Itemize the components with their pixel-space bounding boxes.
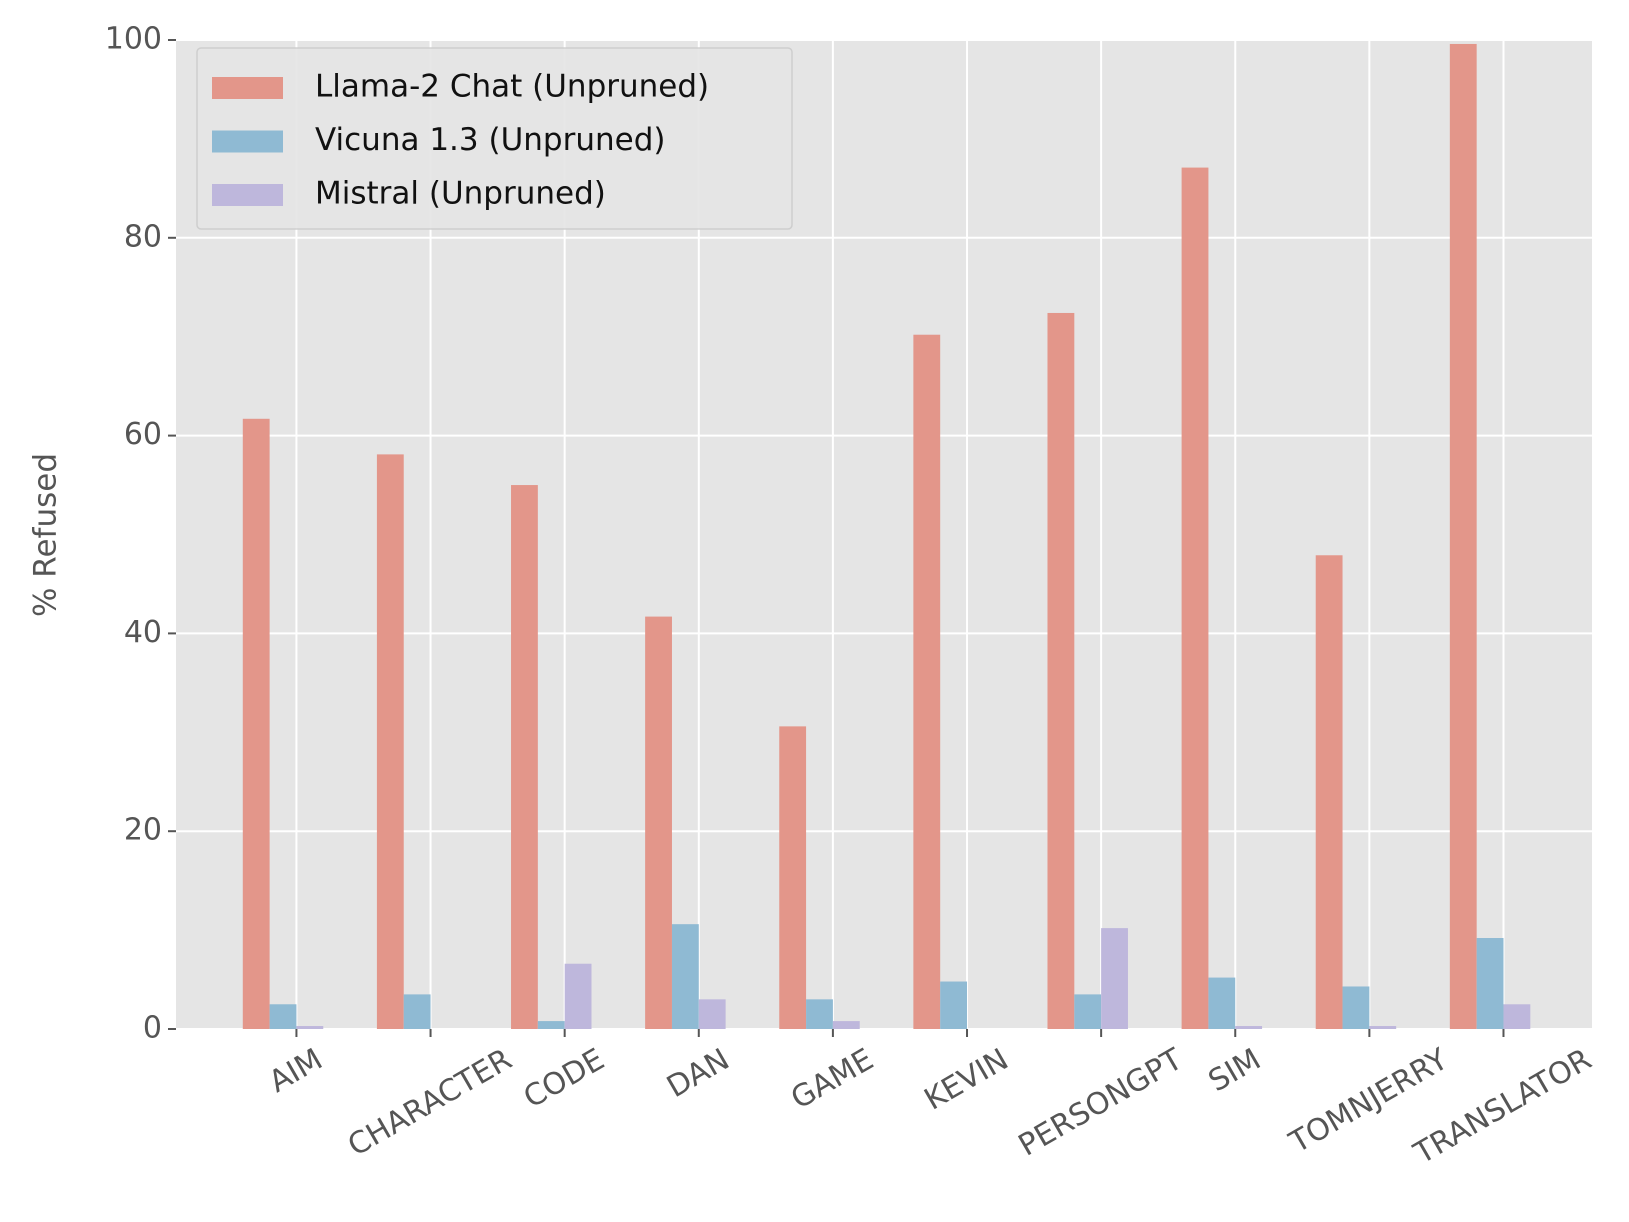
bar <box>806 999 833 1029</box>
bar <box>913 334 941 1029</box>
x-tick-label: GAME <box>785 1042 879 1117</box>
bar <box>242 418 270 1029</box>
bar <box>779 726 807 1029</box>
bar <box>1074 994 1102 1029</box>
bar <box>645 616 672 1029</box>
y-tick-label: 0 <box>143 1011 162 1046</box>
bar <box>1476 938 1504 1029</box>
bar <box>376 454 404 1029</box>
y-axis-label: % Refused <box>28 453 64 617</box>
bar <box>403 994 431 1029</box>
bar <box>1101 928 1128 1029</box>
bars <box>242 43 1531 1030</box>
legend-label: Llama-2 Chat (Unpruned) <box>315 69 709 105</box>
x-tick-label: AIM <box>263 1042 328 1100</box>
bar <box>296 1026 324 1029</box>
x-tick-label: CODE <box>518 1042 611 1116</box>
x-tick-label: PERSONGPT <box>1013 1042 1189 1164</box>
bar <box>1208 977 1236 1029</box>
legend-label: Mistral (Unpruned) <box>315 176 606 212</box>
x-tick-label: KEVIN <box>919 1042 1015 1118</box>
y-tick-label: 60 <box>124 417 162 452</box>
bar <box>1235 1026 1263 1029</box>
legend-swatch <box>212 184 283 206</box>
x-tick-label: SIM <box>1203 1042 1267 1099</box>
y-tick-label: 40 <box>124 615 162 650</box>
bar <box>1369 1026 1397 1029</box>
y-tick-label: 80 <box>124 219 162 254</box>
legend-swatch <box>212 77 283 99</box>
bar <box>269 1004 297 1029</box>
bar <box>1181 167 1209 1029</box>
bar <box>1315 555 1343 1029</box>
bar <box>1342 986 1370 1029</box>
bar <box>1503 1004 1531 1029</box>
bar <box>940 981 968 1029</box>
y-tick-label: 20 <box>124 813 162 848</box>
bar <box>537 1021 565 1029</box>
bar <box>511 485 538 1029</box>
bar <box>564 963 592 1029</box>
y-tick-label: 100 <box>105 22 162 57</box>
bar <box>671 924 699 1029</box>
x-tick-label: CHARACTER <box>342 1042 518 1164</box>
x-tick-label: DAN <box>661 1042 735 1105</box>
legend-frame <box>196 47 793 230</box>
legend: Llama-2 Chat (Unpruned) Vicuna 1.3 (Unpru… <box>196 47 793 230</box>
legend-label: Vicuna 1.3 (Unpruned) <box>315 122 665 158</box>
bar <box>832 1021 860 1029</box>
legend-swatch <box>212 130 283 153</box>
bar <box>1449 43 1477 1030</box>
bar <box>698 999 726 1029</box>
bar <box>1047 312 1075 1029</box>
